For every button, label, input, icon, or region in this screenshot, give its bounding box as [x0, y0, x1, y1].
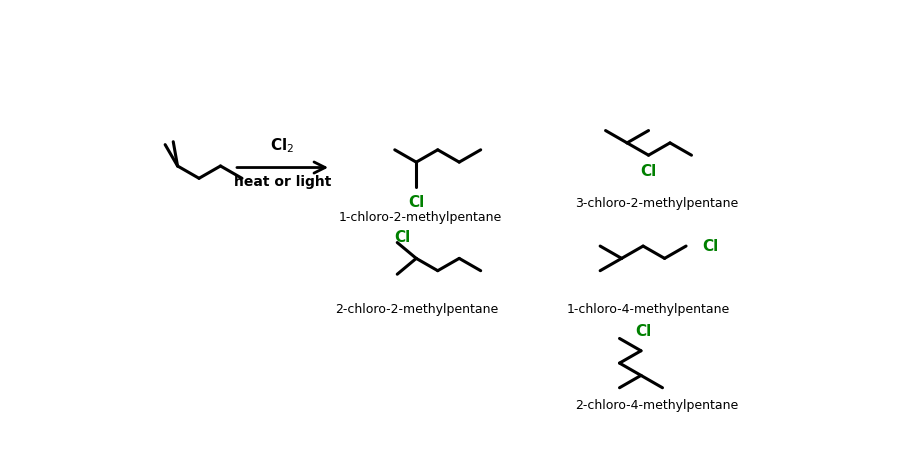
Text: Cl: Cl [408, 195, 424, 211]
Text: 2-chloro-2-methylpentane: 2-chloro-2-methylpentane [334, 303, 497, 316]
Text: Cl: Cl [635, 324, 650, 338]
Text: 1-chloro-4-methylpentane: 1-chloro-4-methylpentane [567, 303, 730, 316]
Text: 1-chloro-2-methylpentane: 1-chloro-2-methylpentane [338, 211, 501, 224]
Text: Cl: Cl [701, 238, 718, 253]
Text: Cl: Cl [394, 230, 410, 245]
Text: 2-chloro-4-methylpentane: 2-chloro-4-methylpentane [574, 398, 737, 412]
Text: heat or light: heat or light [233, 175, 331, 189]
Text: Cl$_2$: Cl$_2$ [271, 136, 294, 155]
Text: 3-chloro-2-methylpentane: 3-chloro-2-methylpentane [574, 197, 737, 210]
Text: Cl: Cl [640, 164, 656, 179]
